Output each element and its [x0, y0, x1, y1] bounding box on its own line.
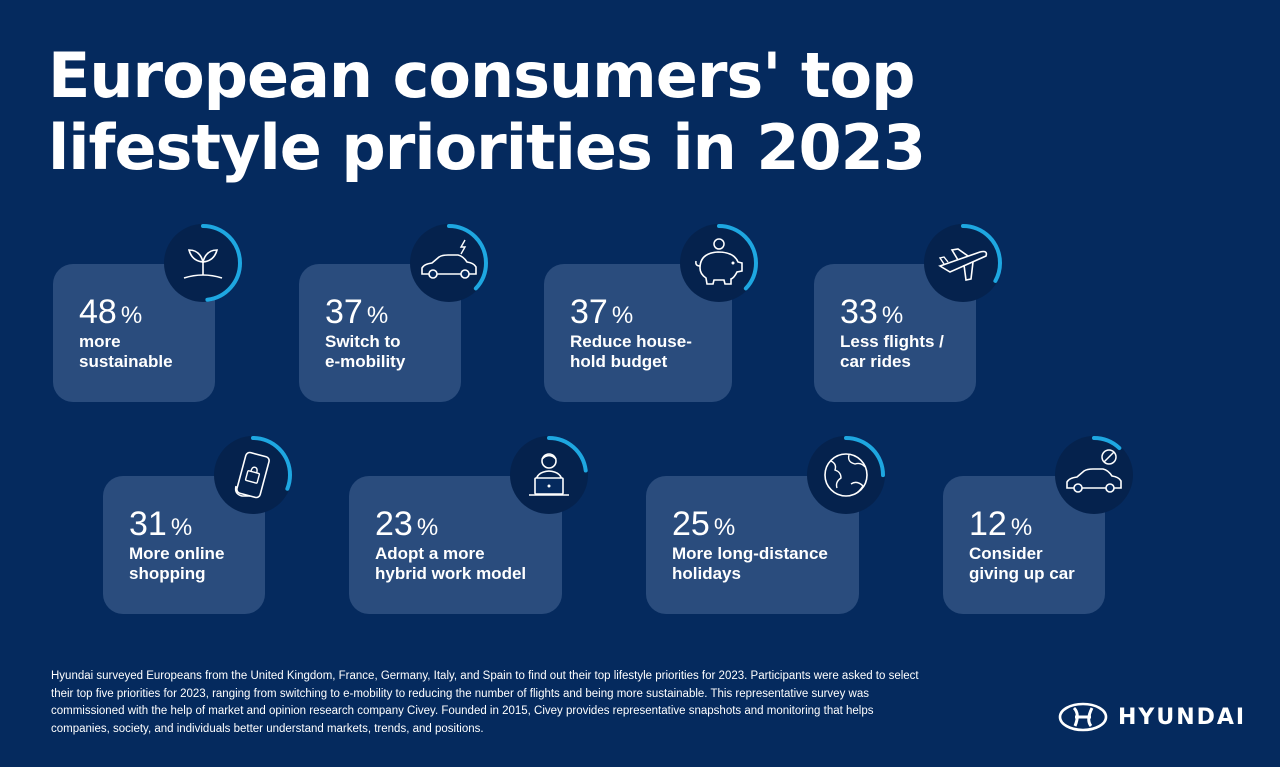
label-line-2: car rides	[840, 352, 911, 371]
priority-percent: 25%	[672, 506, 735, 546]
priority-percent: 37%	[570, 294, 633, 334]
plant-icon	[164, 224, 242, 302]
priority-label: more sustainable	[79, 332, 173, 372]
progress-ring	[508, 434, 590, 516]
airplane-icon	[924, 224, 1002, 302]
label-line-1: Reduce house-	[570, 332, 692, 351]
label-line-1: Consider	[969, 544, 1043, 563]
percent-sign: %	[366, 302, 389, 329]
label-line-1: More online	[129, 544, 225, 563]
globe-icon	[807, 436, 885, 514]
progress-ring	[805, 434, 887, 516]
ring-track	[680, 224, 758, 302]
priority-label: Reduce house-hold budget	[570, 332, 692, 372]
ring-track	[410, 224, 488, 302]
progress-ring	[408, 222, 490, 304]
ring-progress-arc	[214, 436, 292, 514]
page-title: European consumers' top lifestyle priori…	[48, 40, 1048, 184]
label-line-2: shopping	[129, 564, 206, 583]
progress-ring	[922, 222, 1004, 304]
percent-sign: %	[170, 514, 193, 541]
percent-value: 31	[129, 505, 167, 543]
priority-label: Consider giving up car	[969, 544, 1075, 584]
no-car-icon	[1055, 436, 1133, 514]
percent-value: 25	[672, 505, 710, 543]
label-line-2: giving up car	[969, 564, 1075, 583]
hyundai-logo: HYUNDAI	[1058, 702, 1246, 732]
ring-track	[924, 224, 1002, 302]
laptop-worker-icon	[510, 436, 588, 514]
priority-label: Switch to e-mobility	[325, 332, 405, 372]
priority-label: Adopt a more hybrid work model	[375, 544, 526, 584]
label-line-1: Less flights /	[840, 332, 944, 351]
electric-car-icon	[410, 224, 488, 302]
label-line-1: Adopt a more	[375, 544, 485, 563]
ring-progress-arc	[164, 224, 242, 302]
priority-label: More online shopping	[129, 544, 224, 584]
ring-progress-arc	[1055, 436, 1133, 514]
piggy-bank-icon	[680, 224, 758, 302]
hyundai-logo-icon	[1058, 702, 1108, 732]
label-line-2: hold budget	[570, 352, 668, 371]
percent-sign: %	[1010, 514, 1033, 541]
percent-value: 37	[325, 293, 363, 331]
percent-value: 48	[79, 293, 117, 331]
priority-label: Less flights / car rides	[840, 332, 944, 372]
progress-ring	[212, 434, 294, 516]
label-line-2: holidays	[672, 564, 741, 583]
label-line-2: hybrid work model	[375, 564, 527, 583]
priority-percent: 31%	[129, 506, 192, 546]
ring-progress-arc	[410, 224, 488, 302]
ring-track	[214, 436, 292, 514]
label-line-1: Switch to	[325, 332, 401, 351]
label-line-2: e-mobility	[325, 352, 406, 371]
priority-percent: 48%	[79, 294, 142, 334]
phone-shopping-icon	[214, 436, 292, 514]
label-line-2: sustainable	[79, 352, 173, 371]
priority-percent: 23%	[375, 506, 438, 546]
label-line-1: more	[79, 332, 121, 351]
percent-sign: %	[713, 514, 736, 541]
percent-value: 23	[375, 505, 413, 543]
priority-percent: 37%	[325, 294, 388, 334]
title-line-2: lifestyle priorities in 2023	[48, 111, 926, 184]
percent-value: 33	[840, 293, 878, 331]
ring-progress-arc	[510, 436, 588, 514]
ring-track	[807, 436, 885, 514]
percent-sign: %	[416, 514, 439, 541]
progress-ring	[162, 222, 244, 304]
progress-ring	[678, 222, 760, 304]
ring-progress-arc	[807, 436, 885, 514]
survey-footnote: Hyundai surveyed Europeans from the Unit…	[51, 670, 919, 735]
title-line-1: European consumers' top	[48, 39, 916, 112]
percent-sign: %	[611, 302, 634, 329]
percent-sign: %	[881, 302, 904, 329]
label-line-1: More long-distance	[672, 544, 828, 563]
priority-label: More long-distance holidays	[672, 544, 828, 584]
percent-value: 12	[969, 505, 1007, 543]
priority-percent: 12%	[969, 506, 1032, 546]
brand-name: HYUNDAI	[1118, 704, 1247, 730]
ring-progress-arc	[924, 224, 1002, 302]
progress-ring	[1053, 434, 1135, 516]
ring-track	[1055, 436, 1133, 514]
percent-sign: %	[120, 302, 143, 329]
priority-percent: 33%	[840, 294, 903, 334]
percent-value: 37	[570, 293, 608, 331]
ring-progress-arc	[680, 224, 758, 302]
